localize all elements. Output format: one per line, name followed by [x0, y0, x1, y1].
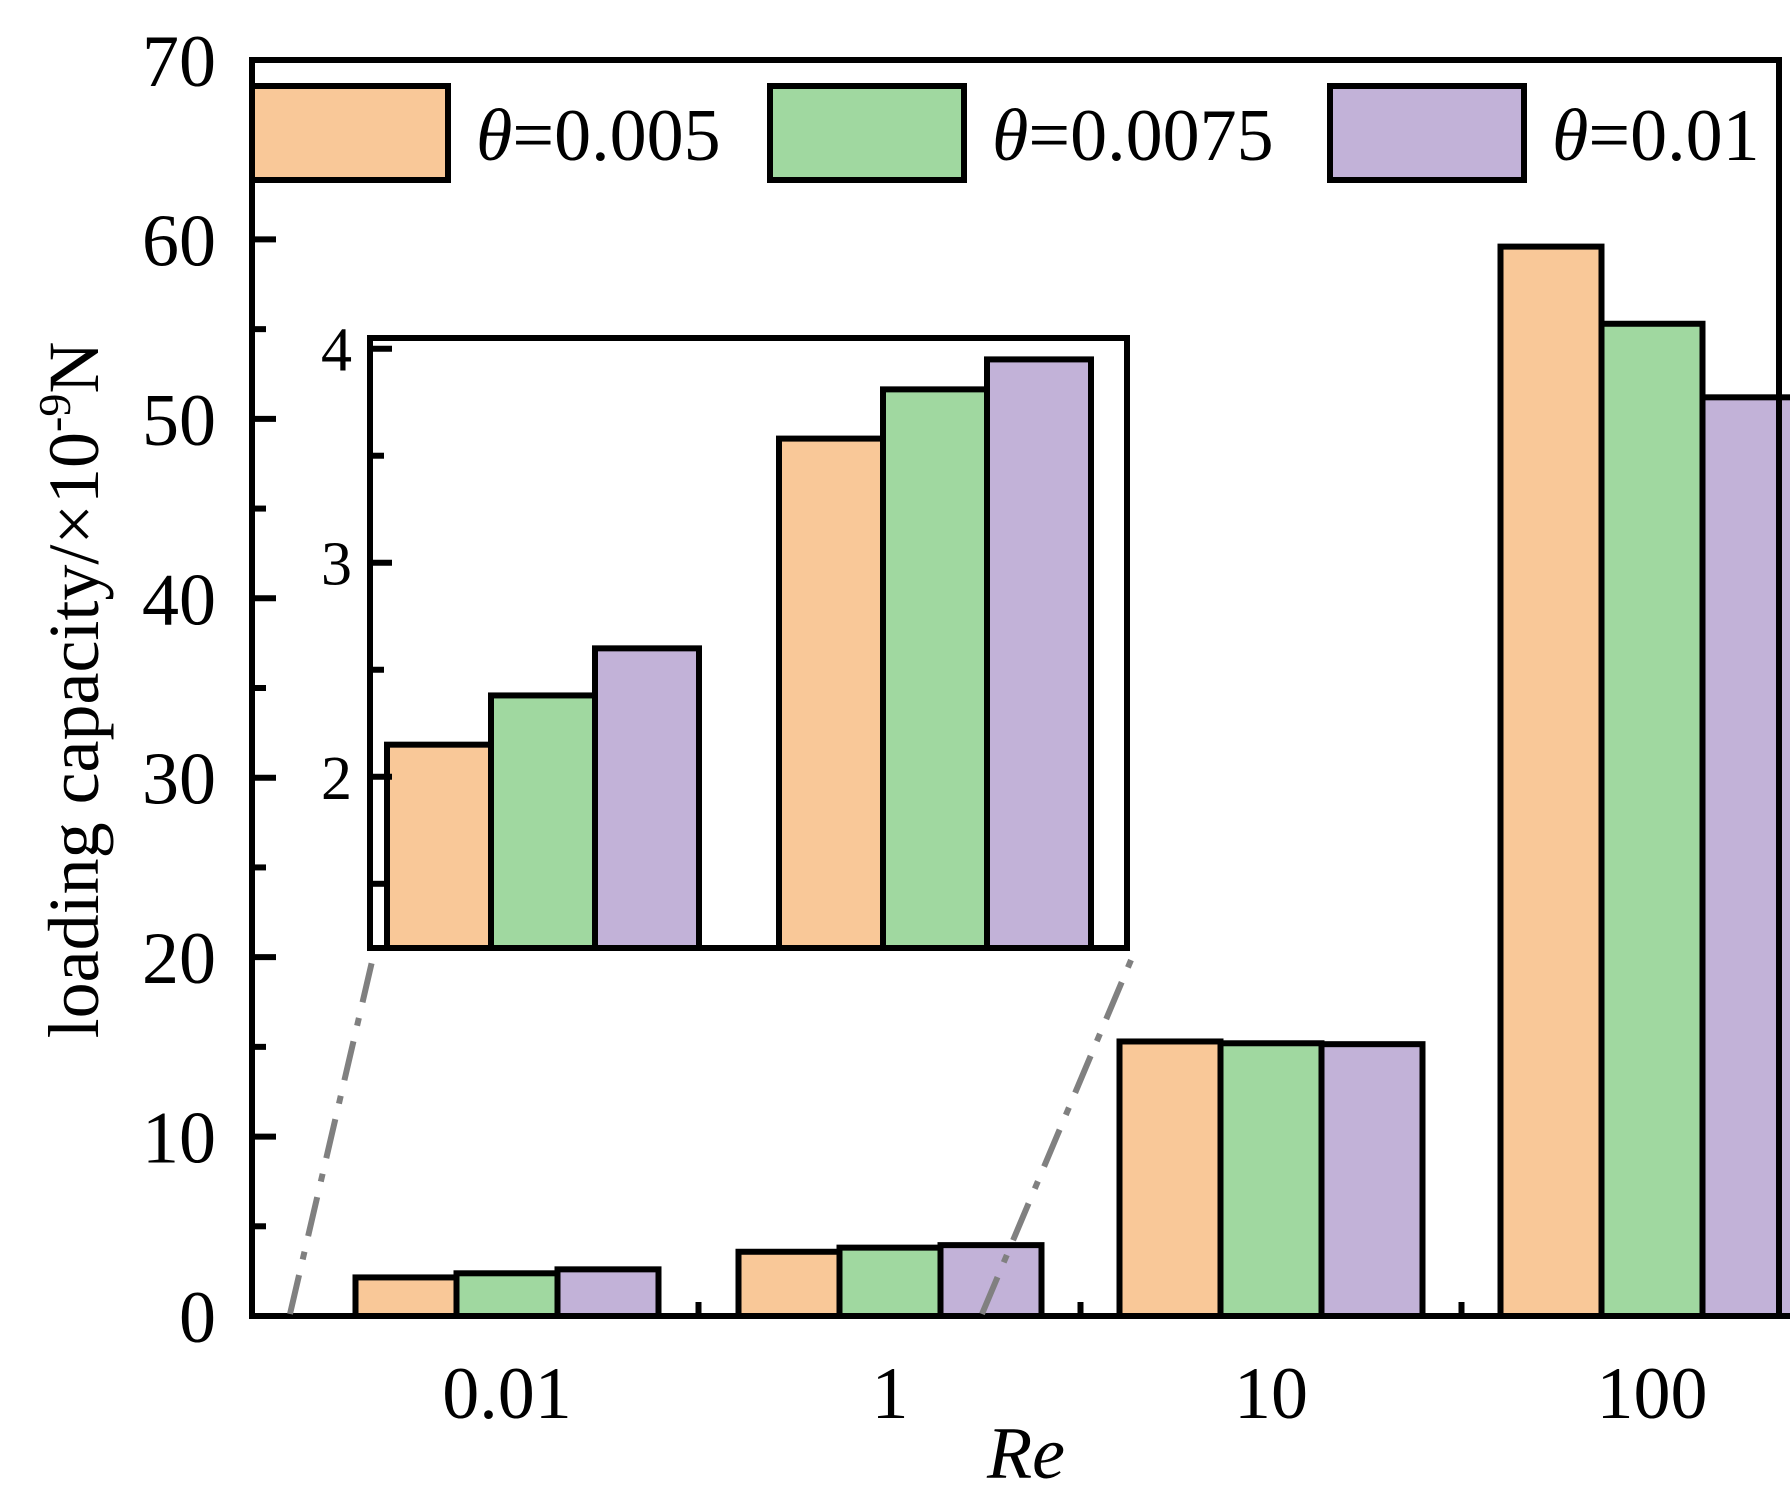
bar-1-series-3 [937, 1242, 1045, 1320]
x-tick-label: 100 [1597, 1353, 1708, 1435]
legend-label-2: θ=0.0075 [992, 95, 1274, 177]
inset-bar-1-series-3 [984, 356, 1094, 951]
legend-label-1: θ=0.005 [476, 95, 721, 177]
bar-0.01-series-2 [453, 1270, 561, 1320]
inset-bar-0.01-series-1 [384, 741, 494, 952]
legend-swatch-3 [1327, 83, 1527, 183]
legend-value: =0.0075 [1028, 95, 1273, 177]
legend-swatch-1 [249, 83, 451, 183]
inset-bar-0.01-series-2 [488, 692, 598, 951]
zoom-indicator-lines [287, 951, 1137, 1316]
bar-100-series-3 [1699, 394, 1790, 1319]
legend-label-3: θ=0.01 [1552, 95, 1760, 177]
inset-plot: 2 3 4 [321, 317, 1130, 952]
y-tick-label: 70 [142, 21, 216, 103]
x-axis-title: Re [986, 1413, 1065, 1493]
zoom-line-right [979, 951, 1137, 1316]
bar-10-series-3 [1318, 1041, 1426, 1320]
bar-100-series-2 [1598, 320, 1706, 1319]
inset-bar-1-series-2 [880, 386, 990, 951]
inset-bars [384, 356, 1094, 952]
zoom-line-left [287, 952, 377, 1315]
legend-theta-symbol: θ [992, 95, 1028, 177]
y-tick-label: 30 [142, 739, 216, 821]
bar-10-series-1 [1116, 1038, 1224, 1319]
y-axis-title-main: loading capacity/×10 [34, 432, 114, 1038]
y-tick-label: 40 [142, 559, 216, 641]
inset-bar-0.01-series-3 [592, 645, 702, 951]
plot-frame [249, 57, 1782, 1319]
bar-0.01-series-3 [554, 1266, 662, 1319]
x-tick-label: 1 [872, 1353, 909, 1435]
legend-value: =0.01 [1588, 95, 1759, 177]
legend: θ=0.005 θ=0.0075 θ=0.01 [249, 83, 1760, 183]
legend-theta-symbol: θ [1552, 95, 1588, 177]
inset-bar-1-series-1 [776, 435, 886, 951]
bar-100-series-1 [1497, 243, 1605, 1319]
y-tick-label: 20 [142, 918, 216, 1000]
inset-tick-label: 3 [321, 531, 352, 599]
x-tick-label: 10 [1234, 1353, 1308, 1435]
y-axis-title-unit: N [34, 342, 114, 394]
main-plot-bars [352, 243, 1790, 1320]
y-axis-title: loading capacity/×10-9N [29, 342, 114, 1039]
y-axis-title-exponent: -9 [29, 394, 80, 432]
main-y-ticks: 0 10 20 30 40 50 60 70 [142, 21, 276, 1359]
x-ticks: 0.01 1 10 100 [442, 1302, 1708, 1435]
inset-tick-label: 4 [321, 317, 352, 385]
inset-y-ticks: 2 3 4 [321, 317, 392, 887]
inset-frame [367, 335, 1130, 951]
legend-theta-symbol: θ [476, 95, 512, 177]
bar-10-series-2 [1217, 1040, 1325, 1319]
legend-value: =0.005 [512, 95, 720, 177]
bar-1-series-1 [735, 1248, 843, 1319]
y-tick-label: 50 [142, 380, 216, 462]
x-tick-label: 0.01 [442, 1353, 572, 1435]
bar-1-series-2 [836, 1244, 944, 1319]
inset-tick-label: 2 [321, 745, 352, 813]
bar-0.01-series-1 [352, 1274, 460, 1319]
y-tick-label: 0 [179, 1277, 216, 1359]
y-tick-label: 60 [142, 200, 216, 282]
legend-swatch-2 [767, 83, 967, 183]
y-tick-label: 10 [142, 1098, 216, 1180]
